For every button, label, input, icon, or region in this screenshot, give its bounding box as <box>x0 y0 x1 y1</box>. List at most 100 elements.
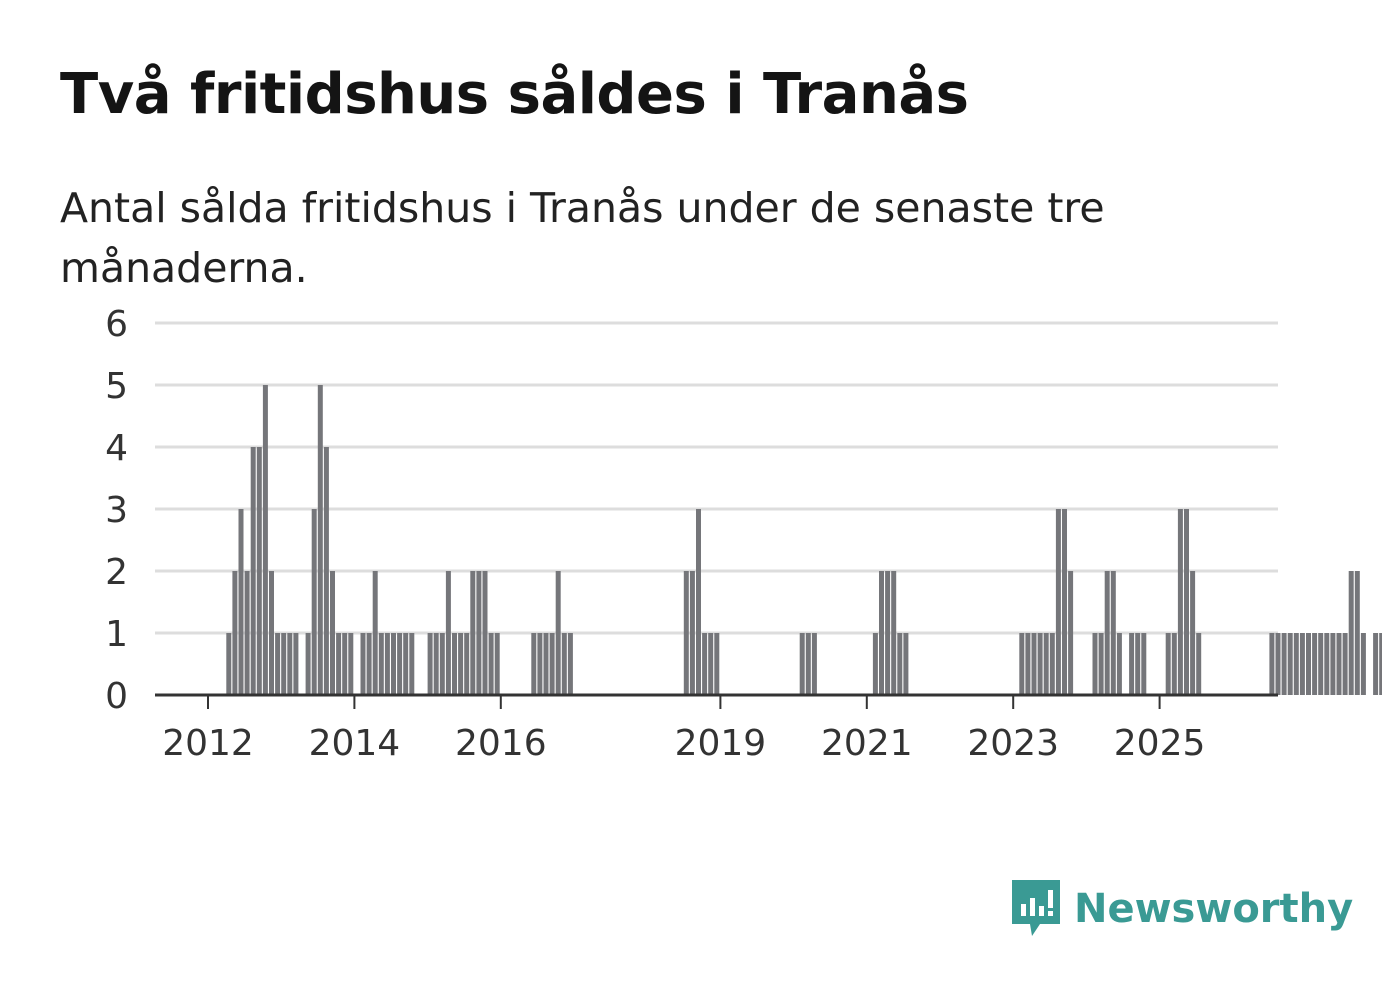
bar <box>1281 633 1287 695</box>
bar <box>244 571 250 695</box>
bar <box>250 447 256 695</box>
bar <box>1373 633 1379 695</box>
bar <box>1110 571 1116 695</box>
bar <box>1068 571 1074 695</box>
bar <box>1043 633 1049 695</box>
bar <box>1196 633 1202 695</box>
bar <box>1190 571 1196 695</box>
bar <box>1092 633 1098 695</box>
bar <box>1348 571 1354 695</box>
x-tick-label: 2025 <box>1114 723 1206 764</box>
bar <box>1129 633 1135 695</box>
x-tick-label: 2023 <box>967 723 1059 764</box>
bar <box>1324 633 1330 695</box>
bar <box>323 447 329 695</box>
bar <box>482 571 488 695</box>
bar <box>1177 509 1183 695</box>
bar <box>567 633 573 695</box>
bar <box>1141 633 1147 695</box>
bar <box>1104 571 1110 695</box>
bar <box>897 633 903 695</box>
bar <box>1354 571 1360 695</box>
bar <box>1184 509 1189 695</box>
bar <box>433 633 439 695</box>
bar <box>336 633 342 695</box>
bar <box>366 633 372 695</box>
bar <box>1275 633 1281 695</box>
bar <box>464 633 470 695</box>
x-tick-label: 2012 <box>162 723 254 764</box>
bar <box>293 633 299 695</box>
bar <box>696 509 701 695</box>
bar <box>427 633 433 695</box>
bar <box>549 633 555 695</box>
bar <box>811 633 817 695</box>
newsworthy-logo-text: Newsworthy <box>1074 886 1354 932</box>
bar <box>1312 633 1318 695</box>
bar <box>397 633 403 695</box>
bar <box>287 633 293 695</box>
bar <box>1031 633 1037 695</box>
bar <box>799 633 805 695</box>
x-tick-label: 2016 <box>455 723 547 764</box>
bar <box>1269 633 1275 695</box>
bar <box>458 633 464 695</box>
y-tick-label: 2 <box>105 552 128 593</box>
bar <box>1171 633 1177 695</box>
y-tick-label: 4 <box>105 428 128 469</box>
y-tick-label: 5 <box>105 366 128 407</box>
bar <box>805 633 811 695</box>
bar <box>1019 633 1025 695</box>
bar <box>470 571 476 695</box>
bar <box>1165 633 1171 695</box>
bar <box>391 633 396 695</box>
bar <box>1318 633 1324 695</box>
newsworthy-logo: Newsworthy <box>1010 878 1353 940</box>
bar <box>702 633 708 695</box>
bar <box>1116 633 1122 695</box>
bar <box>281 633 287 695</box>
y-tick-label: 6 <box>105 304 128 345</box>
bar <box>891 571 897 695</box>
bar <box>311 509 317 695</box>
bar <box>1037 633 1043 695</box>
bar <box>342 633 348 695</box>
bar <box>439 633 445 695</box>
bar <box>275 633 281 695</box>
bar <box>1055 509 1061 695</box>
bar <box>232 571 238 695</box>
bar <box>689 571 695 695</box>
bar <box>1379 633 1382 695</box>
bar <box>378 633 384 695</box>
bar <box>488 633 494 695</box>
bar <box>1098 633 1104 695</box>
bar <box>305 633 311 695</box>
bar <box>561 633 567 695</box>
bar <box>903 633 909 695</box>
bar <box>1342 633 1348 695</box>
bar <box>1062 509 1067 695</box>
bar <box>1336 633 1342 695</box>
bar <box>348 633 354 695</box>
bar <box>269 571 274 695</box>
y-tick-label: 3 <box>105 490 128 531</box>
bar <box>537 633 543 695</box>
bar <box>360 633 366 695</box>
bar <box>1330 633 1336 695</box>
bar <box>445 571 451 695</box>
bar <box>1299 633 1305 695</box>
bar <box>403 633 409 695</box>
bar <box>372 571 378 695</box>
bar <box>714 633 720 695</box>
chart-subtitle: Antal sålda fritidshus i Tranås under de… <box>60 184 1105 292</box>
x-tick-label: 2021 <box>821 723 913 764</box>
bar <box>885 571 891 695</box>
bar <box>1287 633 1293 695</box>
bar <box>476 571 482 695</box>
bar <box>409 633 415 695</box>
bar <box>384 633 390 695</box>
bar <box>708 633 714 695</box>
bar <box>1135 633 1141 695</box>
bar <box>256 447 262 695</box>
